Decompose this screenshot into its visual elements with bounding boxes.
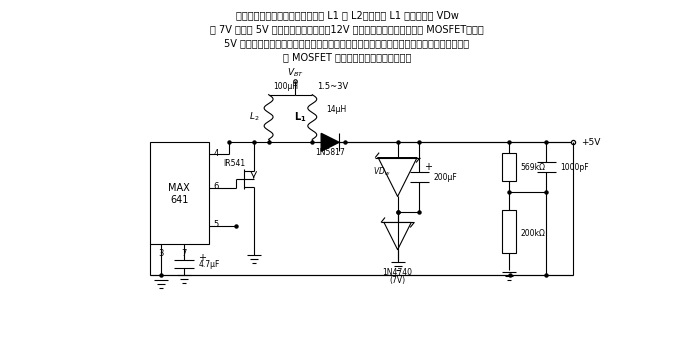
- Text: $VD_w$: $VD_w$: [373, 166, 391, 178]
- Text: 3: 3: [159, 249, 164, 258]
- Text: MAX: MAX: [169, 183, 190, 193]
- Text: 的 7V 电压和 5V 电源的电压叠加构成＋12V 局部电源。此电源驱动功率 MOSFET，即使: 的 7V 电压和 5V 电源的电压叠加构成＋12V 局部电源。此电源驱动功率 M…: [210, 24, 484, 34]
- Text: 14μH: 14μH: [326, 104, 346, 114]
- Text: 569kΩ: 569kΩ: [520, 163, 545, 171]
- Text: 7: 7: [182, 249, 187, 258]
- Text: 4.7μF: 4.7μF: [198, 260, 219, 269]
- Text: 4: 4: [213, 149, 219, 158]
- Text: (7V): (7V): [389, 276, 406, 285]
- Text: 5V 输出电压而负载较重时，也能得到足够的启动电压。驱动电压高、导通电阻小，对改善功: 5V 输出电压而负载较重时，也能得到足够的启动电压。驱动电压高、导通电阻小，对改…: [224, 38, 470, 48]
- Text: 1000pF: 1000pF: [560, 163, 589, 171]
- Text: 变换器电路中，接有两个电感线圈 L1 和 L2，由线圈 L1 以及稳压管 VDw: 变换器电路中，接有两个电感线圈 L1 和 L2，由线圈 L1 以及稳压管 VDw: [235, 10, 459, 20]
- Text: 6: 6: [213, 182, 219, 191]
- Text: +: +: [198, 253, 206, 264]
- Text: 200kΩ: 200kΩ: [520, 229, 545, 238]
- Text: +5V: +5V: [581, 138, 600, 147]
- Polygon shape: [378, 158, 417, 197]
- Text: +: +: [425, 162, 432, 172]
- Text: 率 MOSFET 的工作状态都有较好的效果。: 率 MOSFET 的工作状态都有较好的效果。: [283, 52, 411, 62]
- Text: $L_2$: $L_2$: [250, 111, 260, 123]
- Bar: [502, 154, 516, 181]
- Text: 1N4740: 1N4740: [382, 268, 413, 277]
- Polygon shape: [384, 222, 412, 250]
- Text: 641: 641: [170, 195, 189, 205]
- Bar: [149, 142, 209, 244]
- Text: 100μH: 100μH: [273, 82, 298, 91]
- Text: $V_{BT}$: $V_{BT}$: [287, 67, 304, 79]
- Text: IR541: IR541: [223, 159, 245, 168]
- Text: 1.5~3V: 1.5~3V: [317, 82, 348, 91]
- Text: 200μF: 200μF: [433, 173, 457, 182]
- Bar: [502, 210, 516, 253]
- Text: 5: 5: [213, 220, 219, 229]
- Text: $\mathbf{L_1}$: $\mathbf{L_1}$: [294, 110, 307, 124]
- Text: 1N5817: 1N5817: [315, 148, 345, 157]
- Polygon shape: [321, 133, 339, 151]
